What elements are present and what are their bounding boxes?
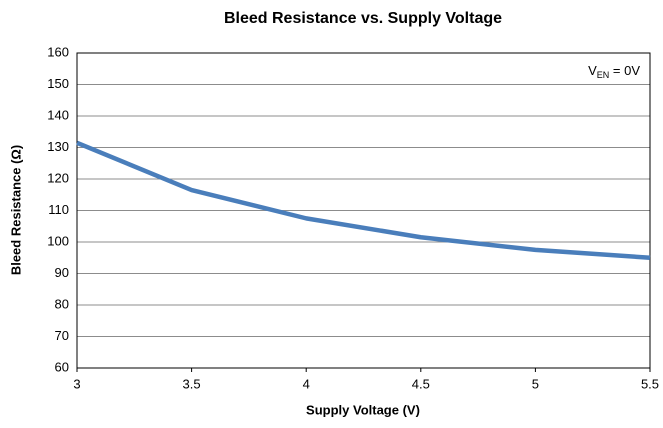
y-tick-label: 60 — [55, 359, 69, 374]
x-tick-label: 3.5 — [183, 376, 201, 391]
y-tick-label: 80 — [55, 296, 69, 311]
y-tick-label: 90 — [55, 265, 69, 280]
y-tick-label: 140 — [47, 107, 69, 122]
x-tick-label: 3 — [73, 376, 80, 391]
y-tick-label: 110 — [48, 202, 69, 217]
x-tick-label: 4 — [303, 376, 310, 391]
x-axis-label: Supply Voltage (V) — [306, 402, 420, 417]
x-tick-label: 4.5 — [412, 376, 430, 391]
y-tick-label: 70 — [55, 328, 69, 343]
y-tick-label: 150 — [47, 76, 69, 91]
x-tick-label: 5.5 — [641, 376, 659, 391]
y-tick-label: 120 — [47, 170, 69, 185]
y-tick-label: 100 — [47, 233, 69, 248]
annotation-text: = 0V — [609, 63, 640, 78]
annotation-text: V — [588, 63, 597, 78]
y-axis-label: Bleed Resistance (Ω) — [8, 145, 23, 275]
annotation: VEN = 0V — [588, 63, 640, 80]
plot-border — [76, 52, 651, 369]
chart-title: Bleed Resistance vs. Supply Voltage — [224, 10, 502, 27]
y-tick-label: 160 — [47, 44, 69, 59]
x-tick-label: 5 — [532, 376, 539, 391]
data-line — [76, 140, 651, 260]
annotation-subscript: EN — [597, 70, 610, 80]
y-tick-label: 130 — [47, 139, 69, 154]
